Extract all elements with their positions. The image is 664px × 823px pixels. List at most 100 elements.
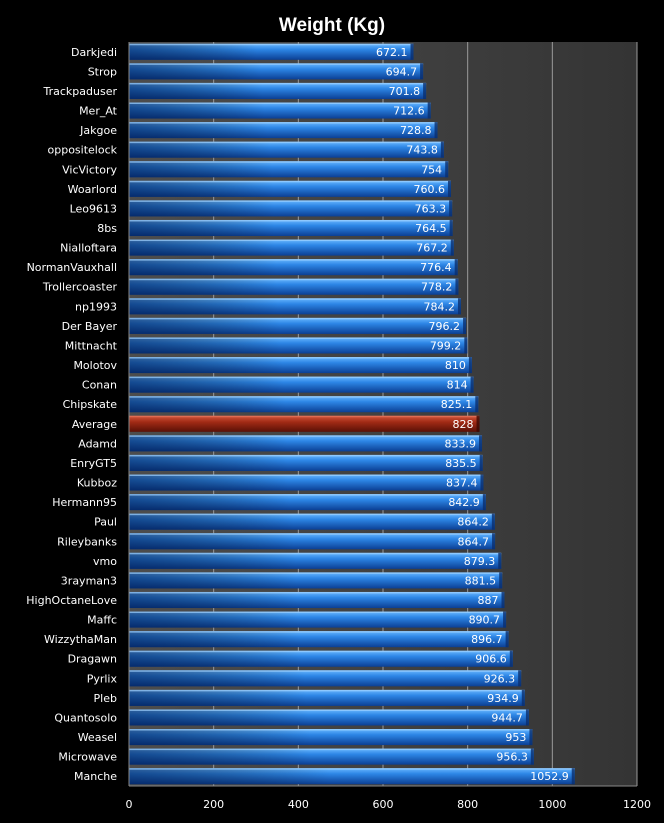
category-label: HighOctaneLove xyxy=(26,594,117,607)
bar-endcap xyxy=(470,376,474,393)
plot-area: 672.1 Darkjedi 694.7 Strop 701.8 Trackpaduser… xyxy=(26,42,651,811)
bar-bevel xyxy=(129,494,486,496)
bar-endcap xyxy=(491,513,495,530)
data-label: 754 xyxy=(421,163,442,176)
category-label: Kubboz xyxy=(77,477,117,490)
bar-bevel xyxy=(129,396,479,398)
category-label: Dragawn xyxy=(68,653,117,666)
bar-endcap xyxy=(468,357,472,374)
bar-bevel xyxy=(129,611,507,614)
data-label: 887 xyxy=(477,594,498,607)
category-label: Quantosolo xyxy=(54,711,117,724)
category-label: Average xyxy=(72,418,117,431)
category-label: EnryGT5 xyxy=(70,457,117,470)
bar-endcap xyxy=(455,278,459,295)
data-label: 864.7 xyxy=(458,535,490,548)
bar-bevel xyxy=(129,454,483,457)
bar-bevel xyxy=(129,200,453,202)
bar-endcap xyxy=(499,572,503,589)
bar-shade xyxy=(129,102,431,119)
bar-shade xyxy=(129,552,502,569)
data-label: 767.2 xyxy=(416,242,448,255)
category-label: Manche xyxy=(74,770,117,783)
bar-shade xyxy=(129,533,496,550)
bar-bevel xyxy=(129,82,427,85)
bar-endcap xyxy=(501,591,505,609)
bar-shade xyxy=(129,591,505,609)
bar-bevel xyxy=(129,435,483,437)
bar-endcap xyxy=(492,533,496,550)
category-label: Der Bayer xyxy=(62,320,118,333)
data-label: 953 xyxy=(505,731,526,744)
bar-shade xyxy=(129,748,534,765)
category-label: vmo xyxy=(93,555,117,568)
data-label: 712.6 xyxy=(393,105,425,118)
bar-shade xyxy=(129,494,486,511)
category-label: Microwave xyxy=(58,751,117,764)
data-label: 926.3 xyxy=(484,672,516,685)
bar-shade xyxy=(129,611,507,628)
category-label: Chipskate xyxy=(63,398,118,411)
data-label: 896.7 xyxy=(471,633,503,646)
bar-bevel xyxy=(129,670,522,672)
bar-endcap xyxy=(410,43,414,60)
bar-shade xyxy=(129,435,483,452)
bar-endcap xyxy=(521,689,525,706)
category-label: 3rayman3 xyxy=(61,574,117,587)
bar-shade xyxy=(129,729,533,746)
bar-bevel xyxy=(129,768,575,770)
bar-bevel xyxy=(129,572,503,574)
bar-endcap xyxy=(482,494,486,511)
data-label: 1052.9 xyxy=(530,770,569,783)
bar-endcap xyxy=(529,729,533,746)
bar-endcap xyxy=(571,768,575,785)
bar-bevel xyxy=(129,63,424,65)
category-label: Strop xyxy=(88,65,117,78)
bar-shade xyxy=(129,768,575,785)
bar-endcap xyxy=(463,317,467,334)
bar-endcap xyxy=(498,552,502,569)
bar-shade xyxy=(129,219,453,237)
data-label: 810 xyxy=(445,359,466,372)
data-label: 743.8 xyxy=(406,144,438,157)
data-label: 784.2 xyxy=(423,300,455,313)
data-label: 956.3 xyxy=(496,751,528,764)
bar-bevel xyxy=(129,552,502,555)
bar-shade xyxy=(129,572,503,589)
category-label: Leo9613 xyxy=(70,202,117,215)
chart-title: Weight (Kg) xyxy=(279,15,385,36)
category-label: WizzythaMan xyxy=(44,633,117,646)
category-label: Rileybanks xyxy=(57,535,117,548)
bar-shade xyxy=(129,298,461,315)
bar-shade xyxy=(129,631,509,648)
bar-shade xyxy=(129,709,529,726)
data-label: 828 xyxy=(453,418,474,431)
bar-shade xyxy=(129,82,427,99)
x-tick-label: 400 xyxy=(288,798,309,811)
data-label: 760.6 xyxy=(413,183,445,196)
bar-bevel xyxy=(129,219,453,222)
bar-endcap xyxy=(518,670,522,687)
category-label: Paul xyxy=(94,516,117,529)
data-label: 694.7 xyxy=(386,65,418,78)
bar-bevel xyxy=(129,161,449,163)
bar-shade xyxy=(129,376,474,393)
data-label: 825.1 xyxy=(441,398,473,411)
bar-shade xyxy=(129,122,438,139)
data-label: 934.9 xyxy=(487,692,519,705)
bar-shade xyxy=(129,337,468,354)
bar-shade xyxy=(129,161,449,178)
category-label: Darkjedi xyxy=(71,46,117,59)
bar-endcap xyxy=(530,748,534,765)
bar-endcap xyxy=(445,161,449,178)
bar-bevel xyxy=(129,141,444,144)
bar-shade xyxy=(129,278,459,295)
bar-endcap xyxy=(509,650,513,667)
bar-bevel xyxy=(129,631,509,633)
bar-bevel xyxy=(129,180,451,183)
category-label: NormanVauxhall xyxy=(27,261,117,274)
x-tick-label: 200 xyxy=(203,798,224,811)
bar-shade xyxy=(129,43,414,60)
